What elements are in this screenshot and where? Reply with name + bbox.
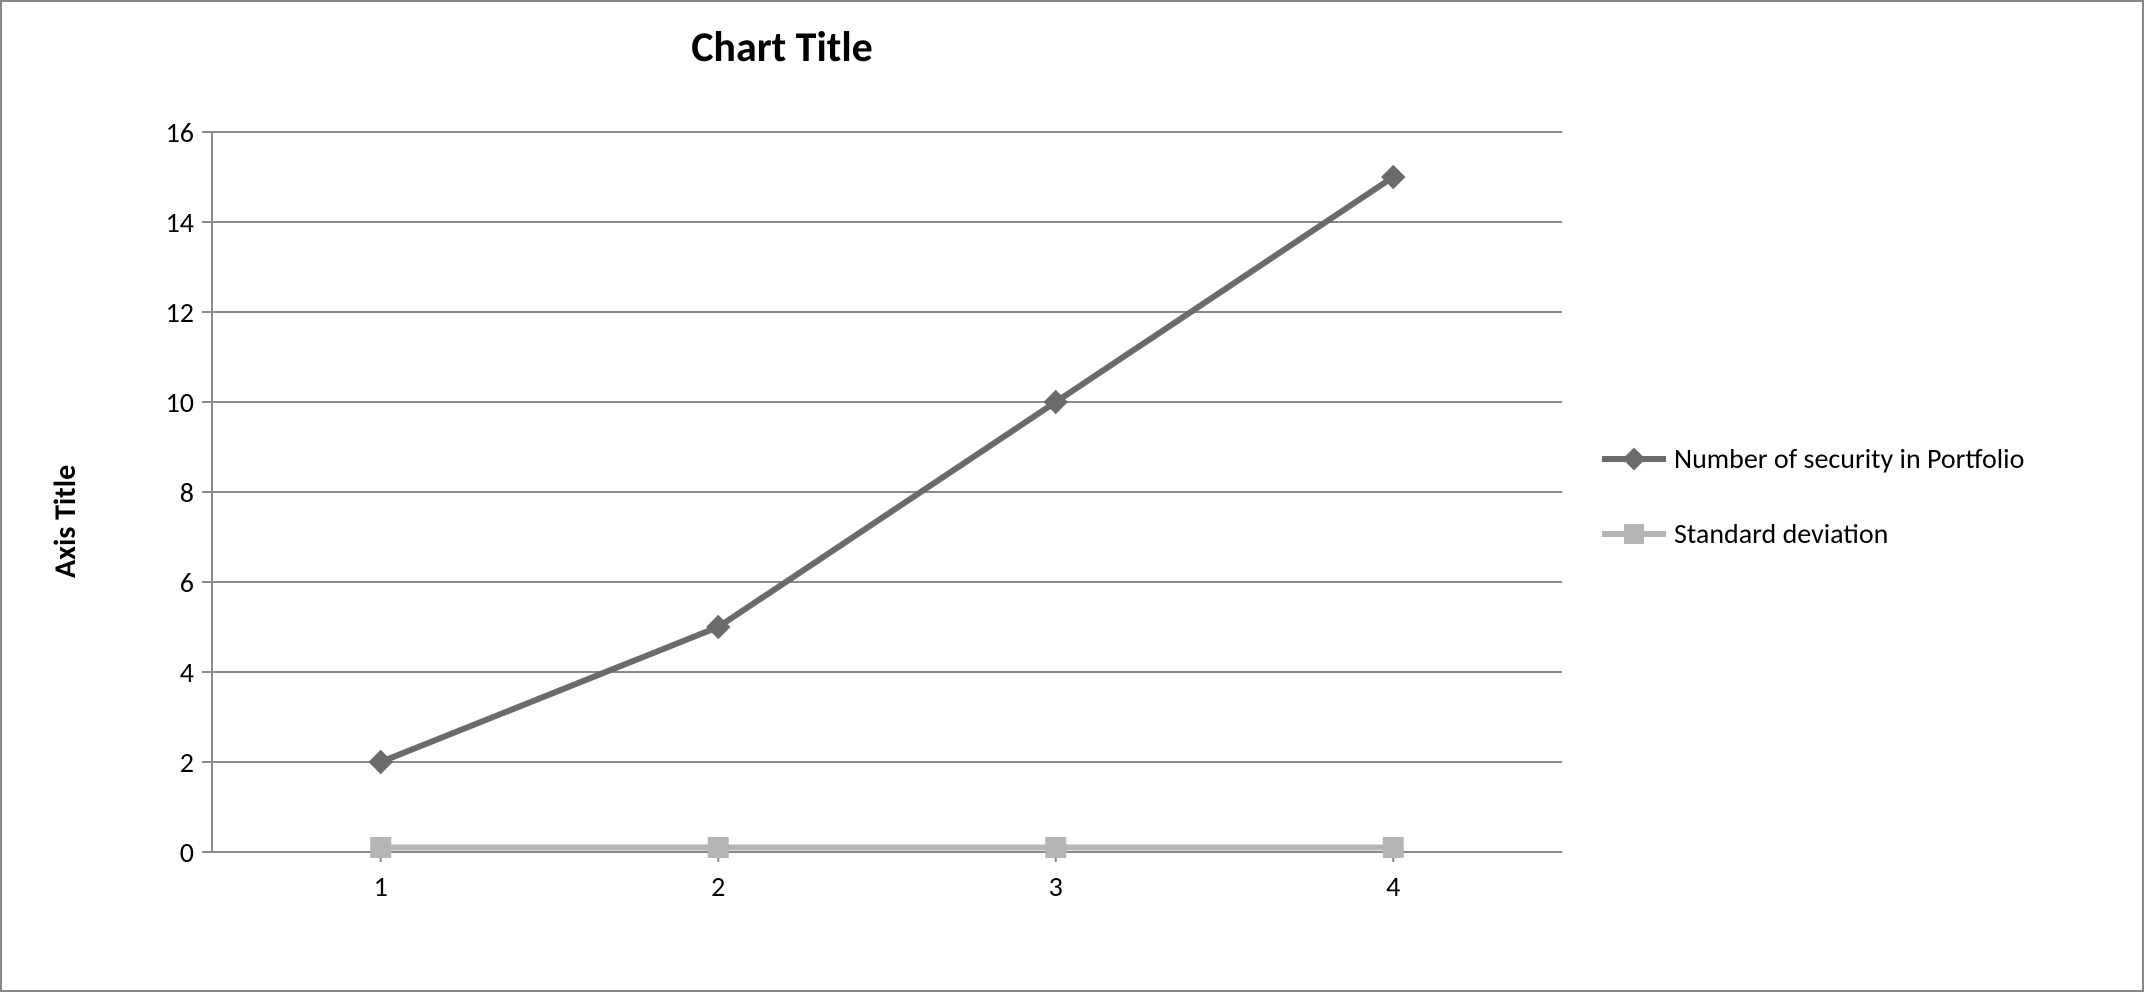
series-marker — [369, 751, 392, 774]
y-tick-label: 0 — [180, 835, 194, 870]
series-marker — [708, 838, 728, 858]
legend-label: Standard deviation — [1674, 516, 1888, 551]
legend-item: Number of security in Portfolio — [1602, 441, 2102, 476]
series-line — [381, 177, 1394, 762]
x-tick-label: 2 — [711, 869, 725, 904]
series-marker — [371, 838, 391, 858]
y-tick-label: 6 — [180, 565, 194, 600]
x-tick-label: 1 — [374, 869, 388, 904]
y-tick-label: 14 — [166, 205, 194, 240]
series-marker — [1383, 838, 1403, 858]
x-tick-label: 3 — [1049, 869, 1063, 904]
legend-item: Standard deviation — [1602, 516, 2102, 551]
y-tick-label: 10 — [166, 385, 194, 420]
y-tick-label: 8 — [180, 475, 194, 510]
legend: Number of security in Portfolio Standard … — [1602, 2, 2102, 990]
chart-frame: Chart Title Axis Title 02468101214161234… — [0, 0, 2144, 992]
legend-label: Number of security in Portfolio — [1674, 441, 2024, 476]
y-tick-label: 2 — [180, 745, 194, 780]
x-tick-label: 4 — [1386, 869, 1400, 904]
y-tick-label: 16 — [166, 115, 194, 150]
y-tick-label: 12 — [166, 295, 194, 330]
y-tick-label: 4 — [180, 655, 194, 690]
series-marker — [1046, 838, 1066, 858]
